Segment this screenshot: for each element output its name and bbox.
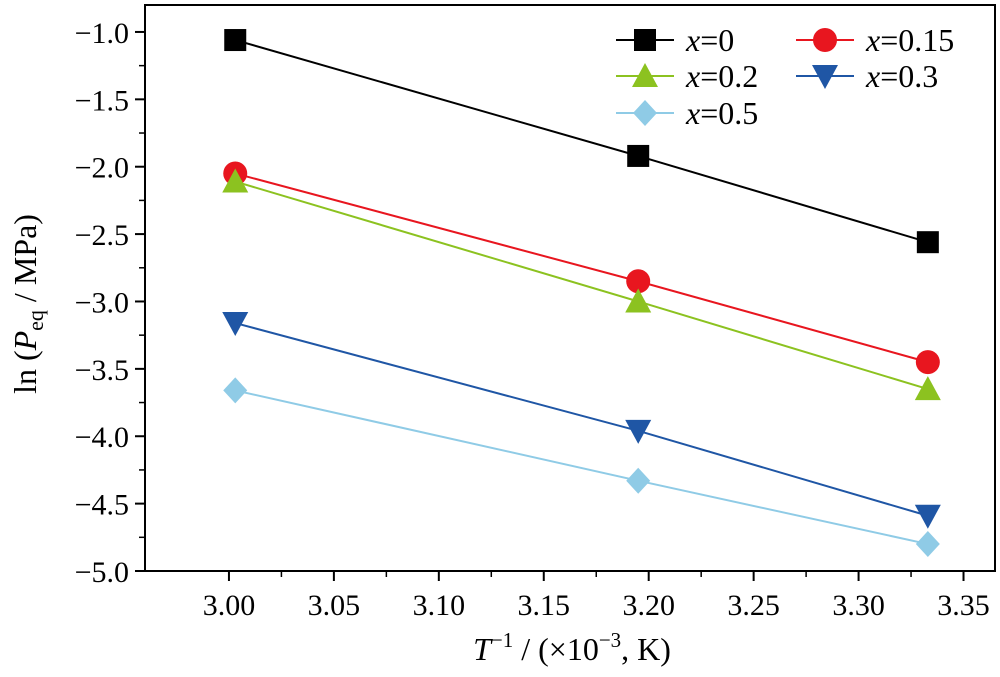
x-tick-label: 3.35 — [937, 589, 990, 622]
data-point — [916, 231, 939, 254]
legend-label: x=0.2 — [685, 58, 758, 94]
y-tick-label: −4.0 — [75, 421, 129, 454]
y-tick-label: −3.0 — [75, 286, 129, 319]
series-0 — [224, 29, 939, 254]
y-tick-label: −2.0 — [75, 152, 129, 185]
data-point — [626, 269, 651, 294]
y-tick-label: −3.5 — [75, 354, 129, 387]
x-tick-label: 3.30 — [832, 589, 885, 622]
y-tick-label: −1.5 — [75, 84, 129, 117]
series-line — [234, 322, 929, 517]
y-tick-label: −2.5 — [75, 219, 129, 252]
axis-ticks: 3.00 3.05 3.10 3.15 3.20 3.25 3.30 3.35 −1.0 −1.5… — [75, 17, 990, 622]
series-group — [222, 29, 941, 558]
legend-marker — [633, 100, 657, 126]
x-tick-label: 3.05 — [308, 589, 361, 622]
plot-area-frame — [144, 4, 996, 572]
legend-marker — [813, 28, 837, 52]
series-line — [235, 389, 929, 546]
x-tick-label: 3.15 — [518, 589, 571, 622]
legend-entry: x=0.2 — [616, 58, 758, 94]
legend-label: x=0.15 — [865, 22, 954, 58]
data-point — [224, 29, 247, 52]
series-4 — [223, 377, 940, 558]
legend-marker — [812, 65, 838, 89]
series-line — [234, 172, 929, 364]
data-point — [915, 531, 940, 558]
series-1 — [223, 161, 940, 375]
legend: x=0 x=0.15 x=0.2 x=0.3 x=0.5 — [616, 22, 954, 131]
legend-label: x=0.3 — [865, 58, 938, 94]
legend-entry: x=0.15 — [796, 22, 954, 58]
data-point — [627, 144, 650, 167]
legend-marker — [632, 63, 658, 87]
legend-label: x=0.5 — [685, 95, 758, 131]
data-point — [223, 377, 248, 404]
legend-label: x=0 — [685, 22, 734, 58]
data-point — [625, 288, 652, 313]
data-point — [625, 419, 652, 444]
x-axis-label: T−1 / (×10−3, K) — [473, 628, 671, 667]
series-3 — [222, 312, 941, 529]
series-line — [234, 180, 929, 391]
data-point — [915, 350, 940, 375]
legend-entry: x=0.3 — [796, 58, 938, 94]
data-point — [222, 168, 249, 193]
y-tick-label: −4.5 — [75, 489, 129, 522]
data-point — [222, 312, 249, 337]
legend-entry: x=0.5 — [616, 95, 758, 131]
legend-entry: x=0 — [616, 22, 734, 58]
data-point — [626, 467, 651, 494]
y-tick-label: −1.0 — [75, 17, 129, 50]
x-tick-label: 3.10 — [413, 589, 466, 622]
series-2 — [222, 168, 941, 401]
y-tick-label: −5.0 — [75, 556, 129, 589]
y-axis-label: ln (Peq / MPa) — [7, 214, 48, 394]
x-tick-label: 3.20 — [622, 589, 675, 622]
data-point — [914, 376, 941, 401]
data-point — [914, 504, 941, 529]
legend-marker — [634, 29, 656, 51]
x-tick-label: 3.25 — [727, 589, 780, 622]
x-tick-label: 3.00 — [203, 589, 256, 622]
